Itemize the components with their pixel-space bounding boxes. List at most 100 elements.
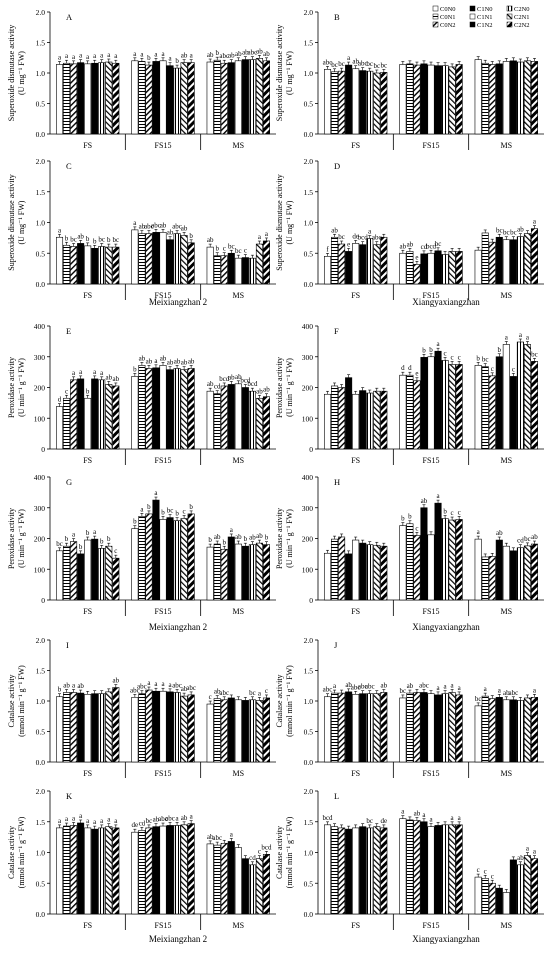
data-label: a: [93, 528, 97, 536]
bar: [427, 826, 435, 915]
bar: [448, 251, 456, 285]
data-label: a: [526, 333, 530, 341]
bar: [338, 70, 346, 135]
bar: [373, 72, 381, 135]
data-label: b: [107, 535, 111, 543]
data-label: a: [154, 489, 158, 497]
data-label: ab: [235, 50, 242, 58]
bar: [373, 390, 381, 450]
x-tick-label: FS: [351, 769, 360, 778]
bar: [399, 818, 407, 915]
bar: [359, 693, 367, 763]
bar: [77, 692, 85, 763]
data-label: ab: [174, 357, 181, 365]
data-label: d: [408, 364, 412, 372]
data-label: bc: [524, 535, 531, 543]
data-label: a: [154, 680, 158, 688]
data-label: c: [415, 524, 418, 532]
y-tick-label: 1.5: [304, 667, 314, 676]
bar: [509, 60, 517, 135]
data-label: a: [79, 812, 83, 820]
y-tick-label: 200: [302, 535, 314, 544]
y-tick-label: 0.0: [304, 910, 314, 919]
data-label: cd: [139, 819, 146, 827]
bar: [166, 691, 174, 763]
data-label: a: [422, 811, 426, 819]
data-label: bcd: [322, 814, 333, 822]
data-label: bc: [503, 229, 510, 237]
data-label: cd: [517, 537, 524, 545]
y-tick-label: 1.5: [36, 39, 46, 48]
bar: [455, 64, 463, 135]
bar: [338, 387, 346, 450]
bar: [63, 62, 71, 135]
x-tick-label: FS15: [155, 921, 172, 930]
bar: [173, 67, 181, 135]
data-label: b: [65, 234, 69, 242]
data-label: ab: [228, 52, 235, 60]
bar: [166, 517, 174, 601]
bar: [241, 387, 249, 450]
bar: [323, 824, 332, 915]
bar: [70, 246, 78, 285]
bar: [84, 245, 92, 285]
data-label: c: [223, 245, 226, 253]
bar: [77, 378, 85, 450]
bar: [399, 697, 407, 763]
y-tick-label: 300: [34, 353, 46, 362]
chart-panel-j: 0.0 0.5 1.0 1.5 2.0 J Catalase activity (mmol m…: [275, 636, 544, 778]
data-label: d: [401, 364, 405, 372]
data-label: b: [208, 536, 212, 544]
data-label: a: [230, 830, 234, 838]
bar: [523, 233, 531, 285]
y-tick-label: 1.0: [36, 849, 46, 858]
data-label: bc: [331, 61, 338, 69]
bar: [131, 229, 139, 285]
data-label: bc: [113, 236, 120, 244]
data-label: ab: [352, 58, 359, 66]
bar: [152, 367, 160, 450]
bar: [105, 691, 113, 763]
data-label: ab: [235, 373, 242, 381]
bar: [98, 379, 106, 450]
bar: [530, 697, 538, 763]
bar: [352, 68, 360, 135]
y-axis-unit: (U mg⁻¹ FW): [285, 51, 294, 95]
data-label: bcd: [247, 380, 258, 388]
bar: [166, 239, 174, 285]
bar: [187, 62, 195, 135]
data-label: a: [133, 50, 137, 58]
bar: [98, 62, 106, 135]
bar: [105, 545, 113, 601]
bar: [145, 368, 153, 450]
y-tick-label: 200: [302, 384, 314, 393]
bar: [98, 693, 106, 763]
bar: [481, 62, 489, 135]
bar: [434, 825, 442, 915]
legend-swatch: [469, 5, 476, 12]
data-label: a: [72, 531, 76, 539]
data-label: bcd: [219, 375, 230, 383]
panel-letter: G: [66, 477, 72, 487]
data-label: b: [244, 535, 248, 543]
bar: [359, 244, 367, 285]
chart-panel-i: 0.0 0.5 1.0 1.5 2.0 I Catalase activity (mmol m…: [7, 636, 276, 778]
bar: [187, 368, 195, 450]
bar: [70, 541, 78, 601]
bar: [152, 499, 160, 601]
bar: [495, 697, 503, 763]
x-tick-label: MS: [501, 141, 513, 150]
bar: [359, 70, 367, 135]
x-tick-label: FS15: [423, 921, 440, 930]
data-label: bc: [496, 226, 503, 234]
y-tick-label: 0: [309, 445, 313, 454]
data-label: d: [58, 396, 62, 404]
bar: [434, 694, 442, 763]
bar: [241, 700, 249, 763]
bar: [488, 556, 496, 601]
bar: [455, 824, 463, 915]
data-label: c: [458, 353, 461, 361]
data-label: abc: [172, 223, 182, 231]
data-label: b: [65, 535, 69, 543]
data-label: ab: [256, 387, 263, 395]
